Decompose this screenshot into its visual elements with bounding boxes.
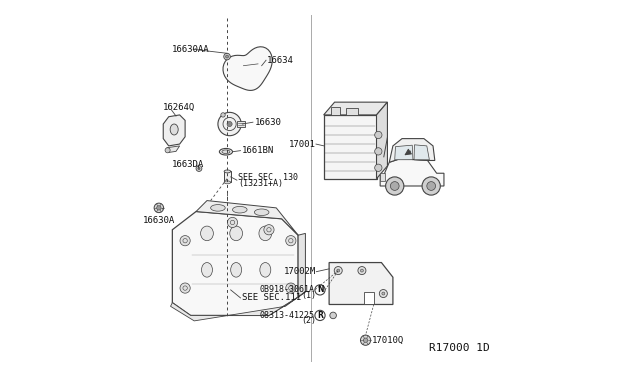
Circle shape bbox=[218, 112, 241, 136]
Polygon shape bbox=[389, 139, 435, 162]
Circle shape bbox=[374, 131, 382, 139]
Circle shape bbox=[157, 206, 161, 210]
Polygon shape bbox=[364, 292, 374, 304]
Text: 0B918-3061A: 0B918-3061A bbox=[259, 285, 314, 294]
Ellipse shape bbox=[222, 150, 230, 154]
Circle shape bbox=[227, 122, 232, 126]
Circle shape bbox=[390, 182, 399, 190]
Bar bbox=[380, 173, 385, 180]
Ellipse shape bbox=[211, 205, 225, 211]
Polygon shape bbox=[298, 233, 305, 297]
Ellipse shape bbox=[260, 263, 271, 277]
Circle shape bbox=[374, 148, 382, 155]
Polygon shape bbox=[329, 263, 393, 304]
Ellipse shape bbox=[220, 148, 232, 155]
Circle shape bbox=[427, 182, 436, 190]
Text: 16630AA: 16630AA bbox=[172, 45, 210, 54]
Bar bbox=[346, 108, 358, 115]
Text: 1661BN: 1661BN bbox=[242, 146, 274, 155]
Text: 16630: 16630 bbox=[254, 118, 281, 127]
Text: (2): (2) bbox=[301, 317, 316, 326]
Text: R: R bbox=[317, 311, 323, 320]
Ellipse shape bbox=[170, 124, 178, 135]
Circle shape bbox=[285, 283, 296, 293]
Polygon shape bbox=[395, 145, 413, 160]
Polygon shape bbox=[196, 201, 298, 235]
Text: 08313-41225: 08313-41225 bbox=[259, 311, 314, 320]
Circle shape bbox=[330, 312, 337, 319]
Circle shape bbox=[198, 167, 200, 170]
Bar bbox=[237, 121, 245, 127]
Circle shape bbox=[380, 289, 387, 298]
Polygon shape bbox=[414, 145, 429, 160]
Circle shape bbox=[227, 217, 237, 228]
Circle shape bbox=[374, 164, 382, 171]
Text: 17002M: 17002M bbox=[284, 267, 316, 276]
Text: (13231+A): (13231+A) bbox=[238, 179, 283, 187]
Text: N: N bbox=[317, 285, 323, 294]
Polygon shape bbox=[163, 115, 185, 146]
Circle shape bbox=[337, 269, 340, 272]
Circle shape bbox=[358, 267, 366, 275]
Ellipse shape bbox=[224, 170, 230, 173]
Ellipse shape bbox=[202, 263, 212, 277]
Text: 1663DA: 1663DA bbox=[172, 160, 205, 169]
Ellipse shape bbox=[230, 263, 242, 277]
Circle shape bbox=[180, 283, 190, 293]
Circle shape bbox=[264, 225, 274, 235]
Text: (1): (1) bbox=[301, 291, 316, 300]
Ellipse shape bbox=[254, 209, 269, 215]
Text: 16634: 16634 bbox=[267, 56, 294, 65]
Circle shape bbox=[225, 55, 228, 58]
Polygon shape bbox=[172, 212, 298, 315]
Circle shape bbox=[382, 292, 385, 295]
Polygon shape bbox=[376, 102, 387, 179]
Ellipse shape bbox=[232, 206, 247, 213]
Polygon shape bbox=[167, 146, 180, 153]
Circle shape bbox=[221, 113, 225, 117]
Polygon shape bbox=[324, 102, 387, 115]
Ellipse shape bbox=[259, 226, 272, 241]
Circle shape bbox=[364, 338, 368, 342]
Polygon shape bbox=[170, 292, 305, 321]
Polygon shape bbox=[380, 159, 444, 186]
Text: R17000 1D: R17000 1D bbox=[429, 343, 490, 353]
Ellipse shape bbox=[230, 226, 243, 241]
Circle shape bbox=[165, 148, 170, 153]
Circle shape bbox=[386, 177, 404, 195]
Circle shape bbox=[196, 166, 202, 171]
Circle shape bbox=[285, 235, 296, 246]
Circle shape bbox=[360, 335, 371, 345]
Text: SEE SEC.111: SEE SEC.111 bbox=[242, 294, 301, 302]
Bar bbox=[331, 107, 340, 115]
Circle shape bbox=[360, 269, 364, 272]
Text: SEE SEC. 130: SEE SEC. 130 bbox=[238, 173, 298, 182]
Circle shape bbox=[422, 177, 440, 195]
Text: 17010Q: 17010Q bbox=[372, 336, 404, 345]
Bar bbox=[324, 115, 376, 179]
Ellipse shape bbox=[200, 226, 213, 241]
Text: 17001: 17001 bbox=[289, 140, 316, 148]
Circle shape bbox=[154, 203, 164, 213]
Circle shape bbox=[334, 267, 342, 275]
Text: 16264Q: 16264Q bbox=[163, 103, 195, 112]
Ellipse shape bbox=[224, 181, 230, 184]
Bar bbox=[224, 171, 230, 182]
Circle shape bbox=[180, 235, 190, 246]
Circle shape bbox=[224, 53, 230, 60]
Text: 16630A: 16630A bbox=[143, 216, 175, 225]
Polygon shape bbox=[223, 47, 272, 90]
